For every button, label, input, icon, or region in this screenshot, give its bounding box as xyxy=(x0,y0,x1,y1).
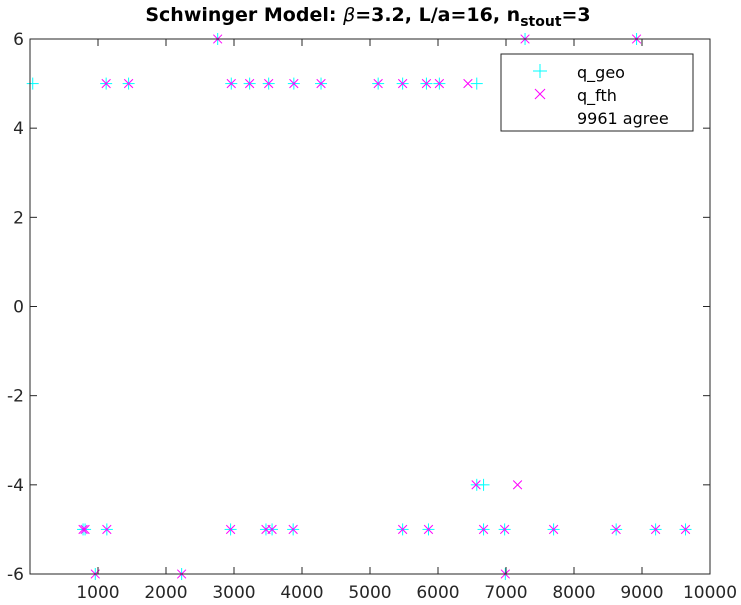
x-tick-label-2: 3000 xyxy=(212,583,255,603)
point-q-fth-24 xyxy=(288,524,298,535)
legend-marker-glyph-0 xyxy=(533,64,547,78)
x-tick-label-0: 1000 xyxy=(76,583,119,603)
y-tick-label-1: -4 xyxy=(7,476,24,496)
plot-markers xyxy=(26,33,692,580)
x-tick-label-8: 9000 xyxy=(620,583,663,603)
point-q-fth-20 xyxy=(102,524,112,535)
y-tick-label-5: 4 xyxy=(13,119,24,139)
point-q-fth-5 xyxy=(289,78,299,89)
legend-note: 9961 agree xyxy=(577,109,669,128)
point-q-fth-9 xyxy=(421,78,432,89)
point-q-fth-11 xyxy=(463,78,473,89)
point-q-fth-28 xyxy=(499,524,510,535)
axis-tick-labels: 1000 2000 3000 4000 5000 6000 7000 8000 9000 1000… xyxy=(7,30,737,603)
point-q-fth-21 xyxy=(225,524,236,535)
axis-ticks xyxy=(30,38,711,575)
point-q-fth-32 xyxy=(680,524,691,535)
point-q-fth-3 xyxy=(244,78,255,89)
x-tick-label-5: 6000 xyxy=(416,583,459,603)
x-tick-label-3: 4000 xyxy=(280,583,323,603)
x-tick-label-4: 5000 xyxy=(348,583,391,603)
point-q-fth-2 xyxy=(226,78,236,89)
point-q-fth-25 xyxy=(397,524,408,535)
point-q-fth-0 xyxy=(101,78,111,89)
y-tick-label-2: -2 xyxy=(7,387,24,407)
point-q-fth-23 xyxy=(267,524,277,535)
point-q-fth-1 xyxy=(123,78,134,89)
legend-entry-q-fth: q_fth xyxy=(534,86,617,106)
point-q-fth-27 xyxy=(478,524,489,535)
point-q-fth-8 xyxy=(397,78,408,89)
point-q-fth-4 xyxy=(264,78,274,89)
point-q-fth-33 xyxy=(471,480,481,490)
y-tick-label-0: -6 xyxy=(7,565,24,585)
point-q-fth-19 xyxy=(80,524,90,535)
legend: q_geo q_fth 9961 agree xyxy=(500,53,694,132)
y-tick-label-3: 0 xyxy=(13,298,24,318)
point-q-fth-10 xyxy=(434,78,445,89)
title-beta: β xyxy=(342,4,355,26)
x-tick-label-6: 7000 xyxy=(484,583,527,603)
title-middle: =3.2, L/a=16, n xyxy=(355,4,520,26)
point-q-fth-7 xyxy=(373,78,383,89)
point-q-geo-0 xyxy=(26,77,39,90)
y-tick-label-4: 2 xyxy=(13,208,24,228)
point-q-fth-18 xyxy=(78,524,88,535)
legend-entry-q-geo: q_geo xyxy=(533,63,625,83)
legend-marker-q-geo xyxy=(533,64,547,78)
x-tick-label-1: 2000 xyxy=(144,583,187,603)
y-tick-label-6: 6 xyxy=(13,30,24,50)
legend-label-q-geo: q_geo xyxy=(577,63,625,83)
point-q-fth-30 xyxy=(611,524,621,535)
legend-label-q-fth: q_fth xyxy=(577,86,617,106)
legend-marker-q-fth xyxy=(534,88,546,100)
chart-title: Schwinger Model: β=3.2, L/a=16, nstout=3 xyxy=(145,4,590,30)
point-q-fth-34 xyxy=(512,480,523,490)
x-tick-label-7: 8000 xyxy=(552,583,595,603)
legend-marker-glyph-1 xyxy=(534,88,546,100)
point-q-fth-29 xyxy=(548,524,559,535)
title-prefix: Schwinger Model: xyxy=(145,4,343,26)
legend-box xyxy=(500,53,694,132)
point-q-fth-26 xyxy=(423,524,434,535)
x-tick-label-9: 10000 xyxy=(683,583,737,603)
point-q-fth-6 xyxy=(316,78,326,89)
title-subscript: stout xyxy=(520,14,562,30)
title-suffix: =3 xyxy=(562,4,591,26)
point-q-fth-31 xyxy=(650,524,661,535)
point-q-geo-12 xyxy=(470,77,483,90)
